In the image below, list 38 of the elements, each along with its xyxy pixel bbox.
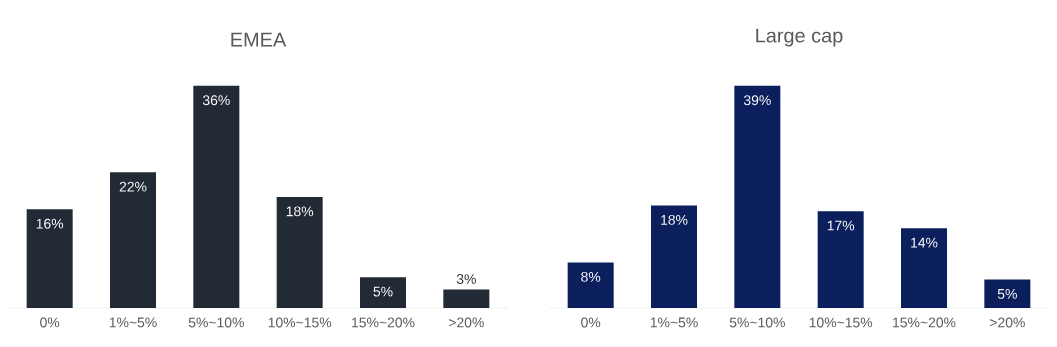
bar	[984, 279, 1031, 308]
data-label: 18%	[661, 214, 688, 225]
x-tick-label: 5%~10%	[188, 317, 244, 328]
chart-title: Large cap	[756, 28, 843, 47]
data-label: 17%	[827, 220, 855, 231]
data-label: 3%	[456, 274, 476, 284]
x-tick-label: 0%	[581, 317, 601, 328]
x-tick-label: 10%~15%	[268, 317, 332, 328]
bar	[276, 196, 323, 308]
x-tick-label: 10%~15%	[809, 317, 873, 328]
x-tick-label: 1%~5%	[650, 317, 698, 328]
bar	[360, 277, 406, 308]
chart-title: EMEA	[231, 32, 287, 47]
data-label: 5%	[373, 286, 393, 297]
bar	[26, 209, 73, 308]
x-tick-label: 5%~10%	[729, 317, 785, 328]
x-tick-label: 15%~20%	[893, 317, 956, 328]
data-label: 14%	[911, 237, 938, 248]
bar	[901, 228, 948, 308]
data-label: 5%	[997, 289, 1017, 299]
x-tick-label: 0%	[40, 317, 60, 328]
bar	[817, 211, 864, 308]
bar	[651, 205, 698, 308]
data-label: 22%	[119, 181, 147, 192]
x-tick-label: 1%~5%	[109, 317, 157, 328]
bar	[567, 262, 614, 308]
x-tick-label: 15%~20%	[352, 317, 415, 328]
x-tick-label: >20%	[448, 317, 484, 328]
x-tick-label: >20%	[990, 317, 1025, 328]
data-label: 39%	[743, 95, 771, 106]
bar	[734, 85, 781, 308]
bar	[193, 85, 240, 308]
data-label: 36%	[202, 95, 230, 106]
bar	[443, 289, 490, 308]
data-label: 18%	[286, 206, 314, 217]
data-label: 8%	[581, 271, 601, 282]
data-label: 16%	[36, 218, 64, 229]
bar	[110, 172, 156, 308]
